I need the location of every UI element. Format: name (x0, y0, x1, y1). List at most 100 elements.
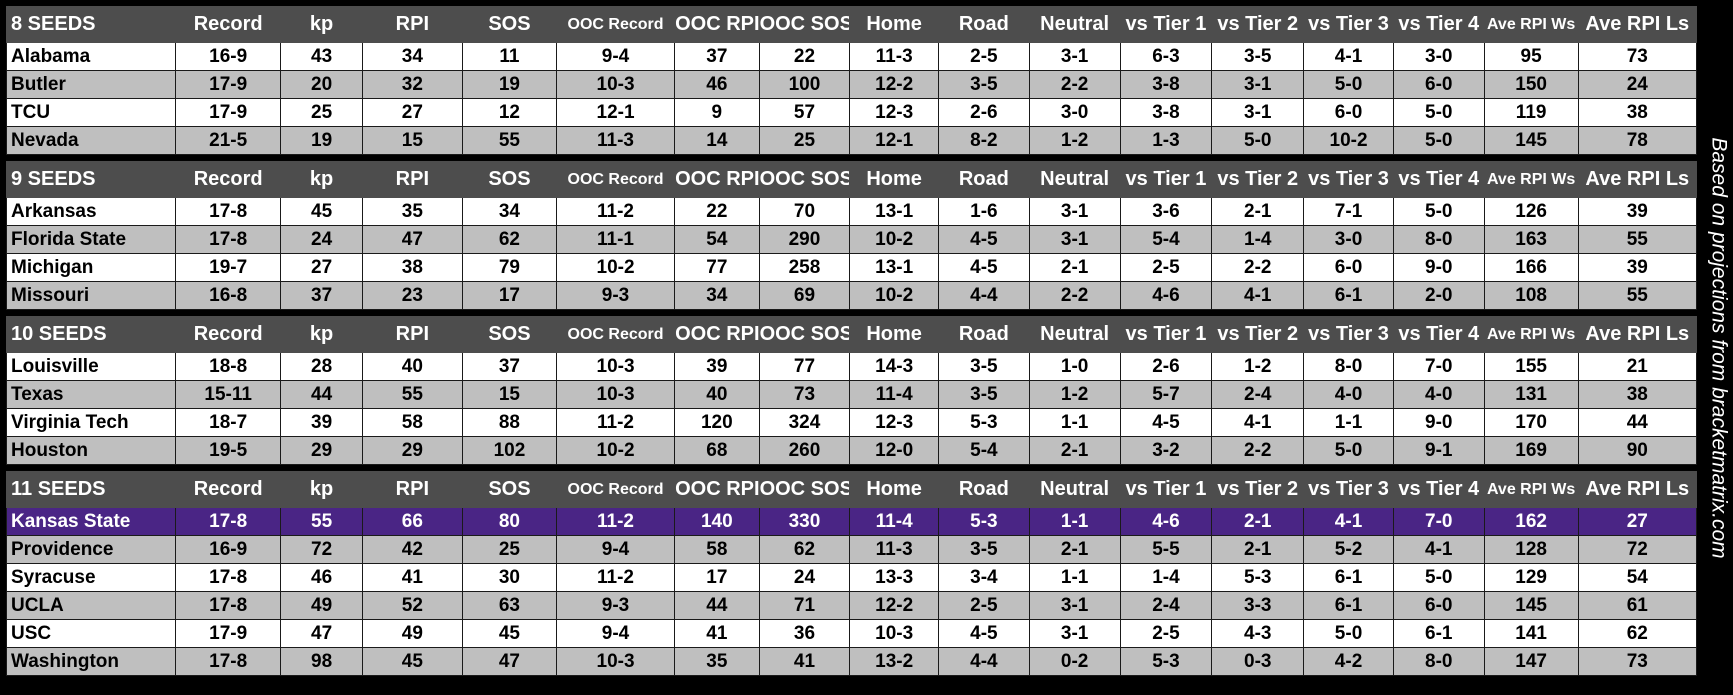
stat-cell: 39 (674, 352, 760, 381)
stat-cell: 24 (1577, 70, 1698, 99)
stat-cell: 44 (1577, 408, 1698, 437)
stat-cell: 2-5 (937, 591, 1030, 620)
stat-cell: 3-1 (1211, 98, 1305, 127)
column-header: Record (174, 6, 282, 43)
stat-cell: 14 (674, 126, 760, 155)
stat-cell: 46 (674, 70, 760, 99)
stat-cell: 11 (461, 42, 557, 71)
stat-cell: 5-4 (1119, 225, 1213, 254)
seed-group-header: 10 SEEDS Record kp RPI SOS OOC Record OOC RPI O… (6, 316, 1698, 353)
stat-cell: 73 (1577, 647, 1698, 676)
stat-cell: 13-2 (849, 647, 939, 676)
column-header: Road (937, 471, 1030, 508)
stat-cell: 9-0 (1392, 253, 1485, 282)
stat-cell: 1-4 (1119, 563, 1213, 592)
stat-cell: 10-2 (555, 436, 676, 465)
stat-cell: 1-0 (1028, 352, 1121, 381)
stat-cell: 8-0 (1392, 647, 1485, 676)
column-header: kp (280, 316, 363, 353)
stat-cell: 10-2 (849, 281, 939, 310)
stat-cell: 54 (674, 225, 760, 254)
stat-cell: 3-3 (1211, 591, 1305, 620)
stat-cell: 6-3 (1119, 42, 1213, 71)
stat-cell: 68 (674, 436, 760, 465)
stat-cell: 16-9 (174, 535, 282, 564)
column-header: Ave RPI Ws (1483, 6, 1579, 43)
stat-cell: 72 (1577, 535, 1698, 564)
stat-cell: 5-0 (1303, 619, 1394, 648)
stat-cell: 4-1 (1211, 408, 1305, 437)
stat-cell: 29 (280, 436, 363, 465)
stat-cell: 5-0 (1392, 563, 1485, 592)
team-name: UCLA (6, 591, 176, 620)
stat-cell: 39 (1577, 253, 1698, 282)
stat-cell: 16-9 (174, 42, 282, 71)
stat-cell: 72 (280, 535, 363, 564)
column-header: kp (280, 161, 363, 198)
stat-cell: 6-0 (1392, 591, 1485, 620)
stat-cell: 49 (280, 591, 363, 620)
stat-cell: 24 (758, 563, 851, 592)
column-header: Neutral (1028, 6, 1121, 43)
stat-cell: 9-4 (555, 42, 676, 71)
stat-cell: 12-0 (849, 436, 939, 465)
stat-cell: 27 (280, 253, 363, 282)
stat-cell: 6-1 (1392, 619, 1485, 648)
column-header: vs Tier 2 (1211, 6, 1305, 43)
stat-cell: 10-3 (555, 380, 676, 409)
stat-cell: 21-5 (174, 126, 282, 155)
stat-cell: 6-0 (1303, 253, 1394, 282)
table-row: Louisville 18-8 28 40 37 10-3 39 77 14-3 3-5 1-0 2-… (6, 352, 1698, 381)
stat-cell: 15 (361, 126, 463, 155)
team-name: Syracuse (6, 563, 176, 592)
column-header: OOC Record (555, 471, 676, 508)
column-header: OOC Record (555, 316, 676, 353)
column-header: Road (937, 161, 1030, 198)
column-header: vs Tier 3 (1303, 161, 1394, 198)
column-header: OOC RPI (674, 471, 760, 508)
stat-cell: 163 (1483, 225, 1579, 254)
column-header: vs Tier 3 (1303, 316, 1394, 353)
stat-cell: 11-3 (849, 42, 939, 71)
stat-cell: 126 (1483, 197, 1579, 226)
stat-cell: 25 (461, 535, 557, 564)
stat-cell: 27 (1577, 507, 1698, 536)
stat-cell: 12-2 (849, 591, 939, 620)
stat-cell: 11-2 (555, 507, 676, 536)
stat-cell: 9-3 (555, 591, 676, 620)
stat-cell: 11-3 (849, 535, 939, 564)
stat-cell: 4-5 (937, 225, 1030, 254)
table-row-highlighted: Kansas State 17-8 55 66 80 11-2 140 330 11-4 5-3 1… (6, 507, 1698, 536)
stat-cell: 129 (1483, 563, 1579, 592)
stat-cell: 162 (1483, 507, 1579, 536)
stat-cell: 11-3 (555, 126, 676, 155)
stat-cell: 1-6 (937, 197, 1030, 226)
stat-cell: 3-1 (1211, 70, 1305, 99)
team-name: Arkansas (6, 197, 176, 226)
stat-cell: 8-0 (1303, 352, 1394, 381)
column-header: Neutral (1028, 471, 1121, 508)
stat-cell: 5-0 (1392, 197, 1485, 226)
stat-cell: 13-3 (849, 563, 939, 592)
stat-cell: 5-4 (937, 436, 1030, 465)
stat-cell: 98 (280, 647, 363, 676)
stat-cell: 10-3 (849, 619, 939, 648)
stat-cell: 11-4 (849, 507, 939, 536)
team-name: Nevada (6, 126, 176, 155)
stat-cell: 41 (674, 619, 760, 648)
column-header: OOC RPI (674, 161, 760, 198)
column-header: Ave RPI Ws (1483, 161, 1579, 198)
stat-cell: 22 (674, 197, 760, 226)
stat-cell: 4-5 (937, 253, 1030, 282)
stat-cell: 290 (758, 225, 851, 254)
stat-cell: 5-3 (937, 408, 1030, 437)
column-header: vs Tier 1 (1119, 316, 1213, 353)
stat-cell: 4-4 (937, 281, 1030, 310)
stat-cell: 17-8 (174, 563, 282, 592)
stat-cell: 71 (758, 591, 851, 620)
stat-cell: 43 (280, 42, 363, 71)
stat-cell: 19-7 (174, 253, 282, 282)
stat-cell: 100 (758, 70, 851, 99)
team-name: USC (6, 619, 176, 648)
stat-cell: 10-3 (555, 70, 676, 99)
